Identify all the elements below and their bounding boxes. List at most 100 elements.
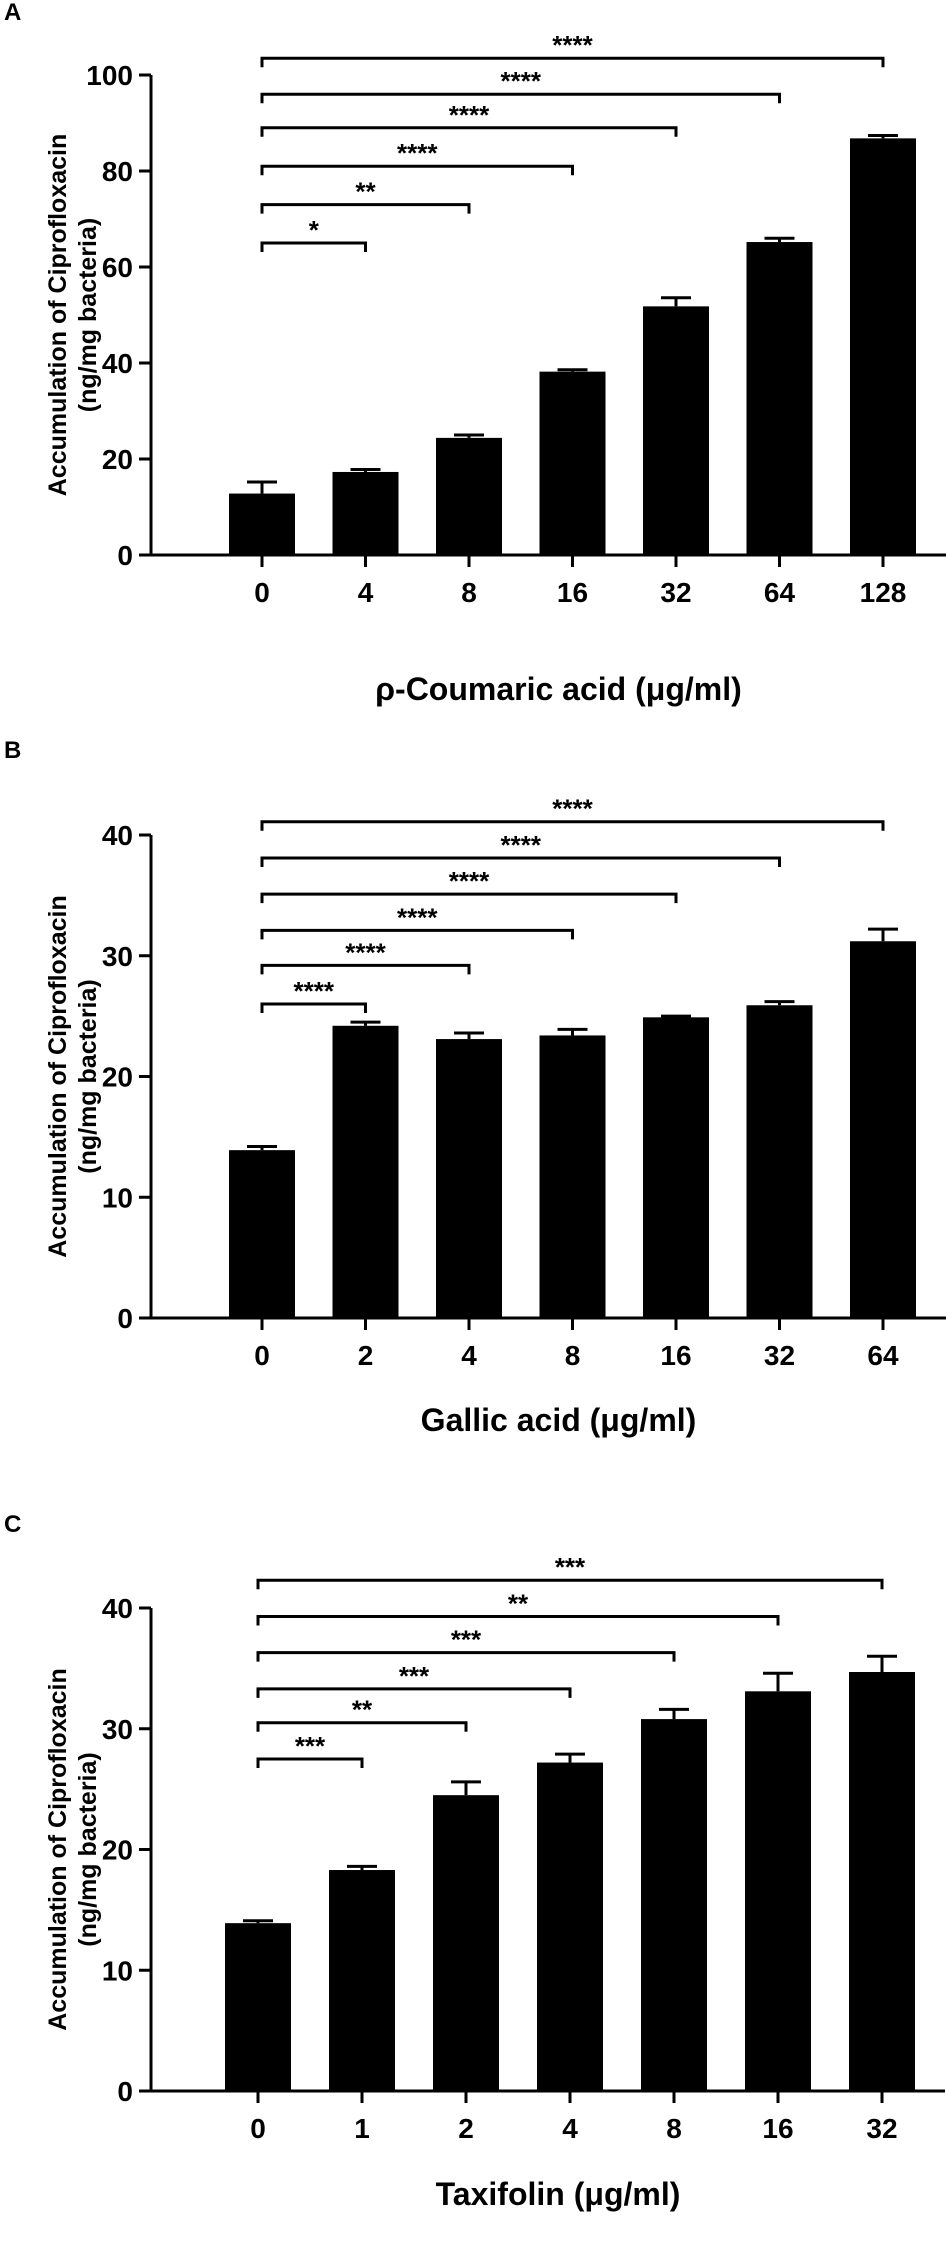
bar — [229, 493, 295, 555]
bar — [229, 1150, 295, 1318]
bar — [745, 1691, 811, 2091]
y-tick-label: 0 — [117, 540, 133, 571]
significance-label: * — [309, 215, 320, 245]
y-tick-label: 100 — [86, 60, 133, 91]
significance-bracket — [260, 164, 574, 176]
bar — [539, 1035, 606, 1318]
significance-label: *** — [399, 1661, 430, 1691]
x-tick-label: 4 — [461, 1340, 477, 1371]
x-axis-label: Gallic acid (μg/ml) — [421, 1402, 697, 1438]
bar — [329, 1870, 395, 2091]
significance-label: *** — [295, 1731, 326, 1761]
significance-bracket — [256, 1651, 676, 1662]
y-tick-label: 0 — [117, 1303, 133, 1334]
x-tick-label: 16 — [660, 1340, 691, 1371]
y-tick-label: 40 — [102, 820, 133, 851]
significance-bracket — [256, 1687, 572, 1698]
x-tick-label: 64 — [764, 577, 796, 608]
significance-bracket — [260, 241, 367, 252]
y-tick-label: 80 — [102, 156, 133, 187]
significance-label: *** — [555, 1552, 586, 1582]
significance-bracket — [256, 1721, 468, 1732]
bar — [850, 138, 916, 556]
bar — [643, 306, 709, 555]
y-axis-label-units: (ng/mg bacteria) — [74, 218, 102, 412]
bar — [850, 941, 916, 1318]
y-tick-label: 20 — [102, 444, 133, 475]
x-tick-label: 4 — [562, 2113, 578, 2144]
significance-label: **** — [294, 976, 335, 1006]
y-tick-label: 40 — [102, 1593, 133, 1624]
bar — [746, 1005, 813, 1318]
significance-label: *** — [451, 1625, 482, 1655]
y-axis-label-units: (ng/mg bacteria) — [74, 979, 102, 1173]
bar — [537, 1762, 603, 2091]
y-tick-label: 10 — [102, 1955, 133, 1986]
x-tick-label: 2 — [458, 2113, 474, 2144]
significance-bracket — [260, 892, 678, 904]
y-axis-label: Accumulation of Ciprofloxacin — [44, 1668, 72, 2031]
significance-bracket — [260, 92, 781, 104]
significance-bracket — [260, 928, 574, 940]
x-tick-label: 32 — [660, 577, 691, 608]
x-tick-label: 4 — [358, 577, 374, 608]
x-tick-label: 8 — [666, 2113, 682, 2144]
x-tick-label: 8 — [565, 1340, 581, 1371]
significance-bracket — [256, 1614, 780, 1626]
bar — [332, 471, 399, 555]
y-tick-label: 20 — [102, 1062, 133, 1093]
x-tick-label: 64 — [867, 1340, 899, 1371]
x-tick-label: 128 — [860, 577, 907, 608]
y-tick-label: 60 — [102, 252, 133, 283]
significance-label: **** — [397, 138, 438, 168]
significance-label: **** — [345, 937, 386, 967]
significance-label: **** — [501, 66, 542, 96]
x-tick-label: 1 — [354, 2113, 370, 2144]
significance-label: **** — [397, 902, 438, 932]
significance-bracket — [256, 1757, 364, 1768]
y-tick-label: 40 — [102, 348, 133, 379]
significance-bracket — [260, 203, 471, 214]
bar — [641, 1719, 707, 2091]
x-tick-label: 8 — [461, 577, 477, 608]
bar — [436, 1039, 502, 1318]
x-tick-label: 16 — [762, 2113, 793, 2144]
bar — [225, 1923, 291, 2091]
significance-bracket — [256, 1578, 884, 1590]
bar — [746, 242, 813, 556]
x-axis-label: Taxifolin (μg/ml) — [436, 2176, 681, 2212]
bar — [436, 437, 502, 555]
bar — [539, 371, 606, 555]
significance-label: ** — [352, 1695, 373, 1725]
x-tick-label: 16 — [557, 577, 588, 608]
bar — [643, 1017, 709, 1318]
significance-label: ** — [508, 1588, 529, 1618]
x-tick-label: 2 — [358, 1340, 374, 1371]
y-tick-label: 30 — [102, 1714, 133, 1745]
x-tick-label: 0 — [254, 577, 270, 608]
x-tick-label: 0 — [250, 2113, 266, 2144]
y-axis-label: Accumulation of Ciprofloxacin — [44, 895, 72, 1258]
significance-bracket — [260, 126, 678, 137]
significance-bracket — [260, 820, 885, 831]
significance-bracket — [260, 856, 781, 867]
y-tick-label: 30 — [102, 941, 133, 972]
panel-label: C — [4, 1511, 21, 1538]
significance-label: **** — [501, 830, 542, 860]
x-tick-label: 32 — [866, 2113, 897, 2144]
x-tick-label: 32 — [764, 1340, 795, 1371]
significance-label: **** — [449, 866, 490, 896]
panel-label: B — [4, 737, 21, 764]
bar — [849, 1671, 915, 2091]
panel-label: A — [4, 0, 21, 26]
y-axis-label: Accumulation of Ciprofloxacin — [44, 134, 72, 497]
y-tick-label: 10 — [102, 1182, 133, 1213]
x-axis-label: ρ-Coumaric acid (μg/ml) — [375, 671, 742, 707]
bar — [433, 1795, 499, 2091]
significance-bracket — [260, 963, 471, 975]
x-tick-label: 0 — [254, 1340, 270, 1371]
